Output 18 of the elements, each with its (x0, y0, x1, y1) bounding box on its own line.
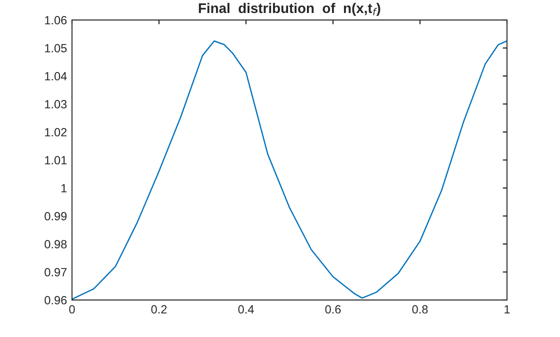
y-tick-label: 1.01 (45, 156, 67, 164)
x-tick-label: 0 (69, 305, 75, 314)
y-tick-label: 0.99 (44, 212, 67, 220)
chart-title: Final distribution of n(x,t$_{f}$) (198, 2, 380, 16)
y-tick-label: 1.02 (45, 128, 67, 136)
y-tick-label: 0.98 (44, 240, 67, 248)
y-tick-label: 1.05 (45, 44, 67, 52)
x-tick-label: 1 (504, 305, 510, 314)
y-tick-label: 1.04 (45, 72, 67, 80)
x-tick-label: 0.6 (325, 305, 341, 314)
y-tick-label: 1.06 (45, 16, 67, 24)
x-tick-label: 0.2 (151, 305, 167, 314)
x-tick-label: 0.4 (238, 305, 254, 314)
y-tick-label: 1.03 (45, 100, 67, 108)
x-tick-label: 0.8 (412, 305, 428, 314)
y-tick-label: 0.97 (44, 268, 67, 276)
y-tick-label: 0.96 (44, 296, 67, 304)
y-tick-label: 1 (61, 184, 67, 192)
